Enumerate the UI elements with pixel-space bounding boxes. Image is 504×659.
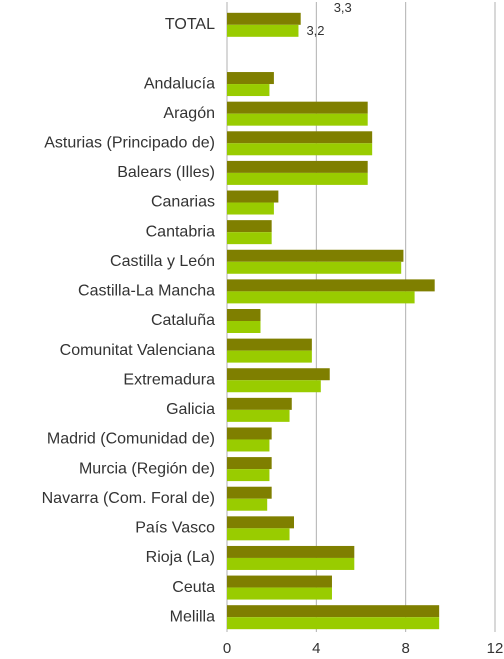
bar: [227, 557, 355, 570]
bar: [227, 469, 270, 482]
bar: [227, 249, 404, 262]
category-label: País Vasco: [135, 520, 215, 537]
bar: [227, 350, 312, 363]
bar: [227, 113, 368, 126]
bar: [227, 486, 272, 499]
bar: [227, 321, 261, 333]
bar: [227, 190, 279, 203]
x-tick-label: 0: [223, 640, 231, 657]
category-label: Extremadura: [123, 371, 215, 388]
bar: [227, 409, 290, 422]
category-label: Comunitat Valenciana: [60, 342, 215, 359]
value-label: 3,2: [306, 23, 324, 38]
category-label: Castilla-La Mancha: [78, 283, 215, 300]
bar: [227, 84, 270, 97]
bar: [227, 279, 435, 292]
bar: [227, 605, 440, 618]
bar: [227, 457, 272, 470]
x-tick-label: 8: [401, 640, 409, 657]
bar: [227, 545, 355, 558]
bar: [227, 72, 274, 85]
category-label: TOTAL: [165, 16, 215, 33]
category-label: Melilla: [170, 608, 215, 625]
category-label: Andalucía: [144, 75, 215, 92]
bar: [227, 24, 299, 37]
bar: [227, 160, 368, 173]
bar: [227, 309, 261, 321]
bar: [227, 498, 268, 511]
bar: [227, 131, 373, 144]
bar: [227, 380, 321, 393]
category-label: Rioja (La): [146, 549, 215, 566]
bar: [227, 338, 312, 351]
bar: [227, 397, 292, 410]
category-label: Aragón: [163, 105, 215, 122]
bar: [227, 528, 290, 541]
x-tick-label: 4: [312, 640, 320, 657]
bar: [227, 587, 332, 600]
category-label: Balears (Illes): [117, 164, 215, 181]
bar: [227, 368, 330, 381]
category-label: Navarra (Com. Foral de): [42, 490, 215, 507]
bar: [227, 575, 332, 588]
category-label: Castilla y León: [110, 253, 215, 270]
category-label: Galicia: [166, 401, 215, 418]
bar: [227, 439, 270, 452]
category-label: Madrid (Comunidad de): [47, 431, 215, 448]
category-label: Asturias (Principado de): [44, 135, 215, 152]
bar: [227, 617, 440, 630]
category-label: Murcia (Región de): [79, 460, 215, 477]
bar: [227, 261, 402, 274]
bar: [227, 232, 272, 245]
category-label: Ceuta: [172, 579, 215, 596]
bar: [227, 172, 368, 185]
bar: [227, 202, 274, 215]
bar: [227, 12, 301, 25]
category-label: Cantabria: [146, 223, 215, 240]
bar: [227, 291, 415, 304]
bar: [227, 427, 272, 440]
value-label: 3,3: [334, 0, 352, 15]
x-tick-label: 12: [487, 640, 504, 657]
bar: [227, 220, 272, 233]
bar: [227, 101, 368, 114]
bar: [227, 143, 373, 156]
category-label: Cataluña: [151, 312, 215, 329]
category-label: Canarias: [151, 194, 215, 211]
bar: [227, 516, 294, 529]
